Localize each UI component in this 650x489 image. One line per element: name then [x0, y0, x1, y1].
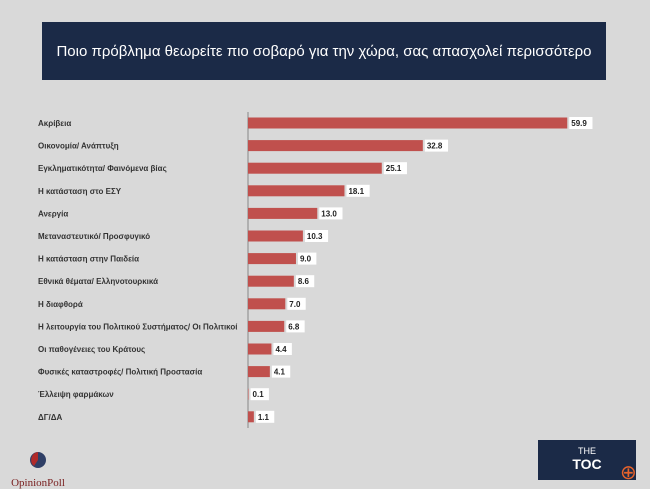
- bar-chart: Ακρίβεια 59.9 Οικονομία/ Ανάπτυξη 32.8 Εγκλη…: [38, 112, 593, 428]
- bar: [248, 320, 285, 332]
- data-label: 9.0: [300, 255, 312, 264]
- data-label-box: [346, 184, 370, 197]
- data-label: 18.1: [348, 187, 364, 196]
- data-label-box: [424, 139, 449, 152]
- data-label-box: [297, 252, 317, 265]
- bar: [248, 298, 286, 310]
- bar: [248, 253, 296, 265]
- category-label: Έλλειψη φαρμάκων: [38, 390, 114, 399]
- chart-title: Ποιο πρόβλημα θεωρείτε πιο σοβαρό για τη…: [42, 22, 606, 80]
- category-label: Μεταναστευτικό/ Προσφυγικό: [38, 232, 150, 241]
- data-label: 4.1: [274, 368, 286, 377]
- category-label: Η κατάσταση στο ΕΣΥ: [38, 187, 122, 196]
- category-label: ΔΓ/ΔΑ: [38, 413, 63, 422]
- bar: [248, 185, 345, 197]
- bar: [248, 343, 272, 355]
- opinionpoll-logo-text: OpinionPoll: [11, 477, 65, 489]
- category-label: Οι παθογένειες του Κράτους: [38, 345, 145, 354]
- category-label: Η κατάσταση στην Παιδεία: [38, 255, 139, 264]
- data-label-box: [255, 410, 275, 423]
- category-label: Ανεργία: [38, 209, 68, 218]
- category-label: Οικονομία/ Ανάπτυξη: [38, 142, 119, 151]
- data-label-box: [286, 320, 305, 333]
- data-label: 25.1: [386, 164, 402, 173]
- data-label-box: [287, 297, 306, 310]
- bar: [248, 366, 270, 378]
- category-label: Εθνικά θέματα/ Ελληνοτουρκικά: [38, 277, 158, 286]
- data-label: 4.4: [275, 345, 287, 354]
- data-label-box: [569, 117, 593, 129]
- data-label: 10.3: [307, 232, 323, 241]
- data-label: 6.8: [288, 322, 300, 331]
- data-label-box: [250, 388, 269, 401]
- data-label: 0.1: [253, 390, 265, 399]
- thetoc-logo-main: TOC: [572, 456, 602, 472]
- opinionpoll-logo: OpinionPoll: [8, 448, 68, 489]
- bar: [248, 162, 382, 174]
- data-label-box: [319, 207, 343, 220]
- data-label: 59.9: [571, 119, 587, 128]
- zoom-in-icon[interactable]: ⊕: [620, 462, 637, 484]
- data-label: 7.0: [289, 300, 301, 309]
- data-label: 1.1: [258, 413, 270, 422]
- bar: [248, 411, 254, 423]
- bar: [248, 275, 294, 287]
- bar: [248, 207, 318, 219]
- thetoc-logo-top: THE: [578, 446, 596, 456]
- thetoc-logo: THE TOC: [538, 440, 636, 480]
- data-label-box: [273, 343, 292, 355]
- category-label: Η διαφθορά: [38, 300, 83, 309]
- data-label-box: [304, 230, 329, 242]
- category-label: Η λειτουργία του Πολιτικού Συστήματος/ Ο…: [38, 322, 237, 331]
- category-label: Ακρίβεια: [38, 119, 71, 128]
- category-label: Εγκληματικότητα/ Φαινόμενα βίας: [38, 164, 167, 173]
- opinionpoll-logo-icon: [30, 452, 46, 468]
- category-label: Φυσικές καταστροφές/ Πολιτική Προστασία: [38, 368, 202, 377]
- bar: [248, 117, 568, 129]
- data-label-box: [271, 365, 291, 378]
- bar: [248, 140, 423, 152]
- data-label-box: [295, 275, 315, 288]
- data-label: 13.0: [321, 209, 337, 218]
- data-label-box: [383, 162, 407, 175]
- bar: [248, 230, 303, 242]
- data-label: 32.8: [427, 142, 443, 151]
- bar: [248, 388, 249, 400]
- data-label: 8.6: [298, 277, 310, 286]
